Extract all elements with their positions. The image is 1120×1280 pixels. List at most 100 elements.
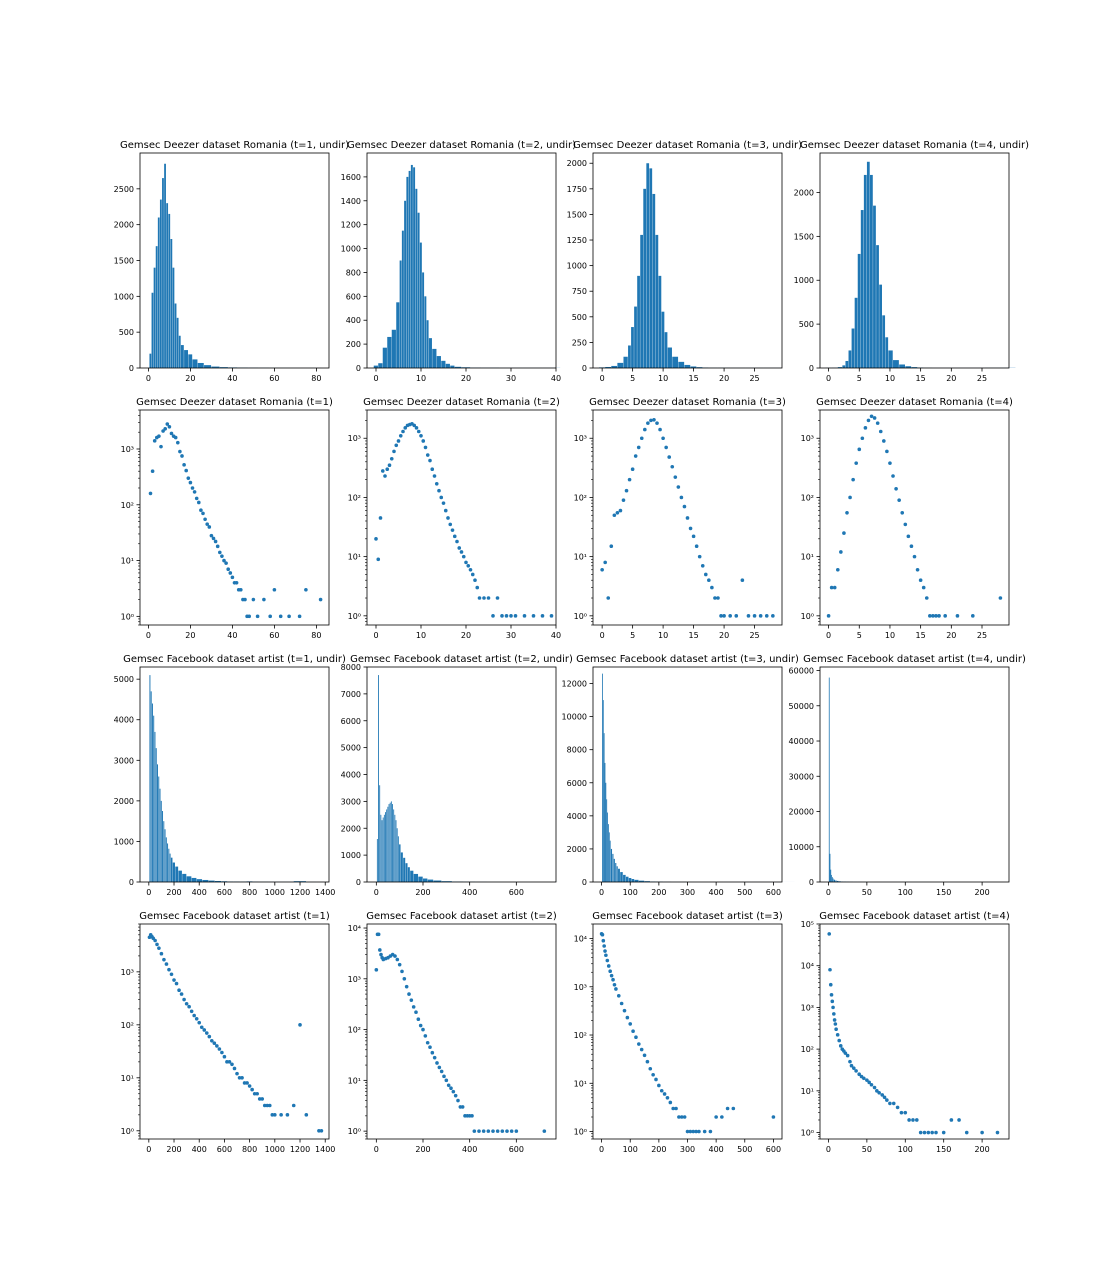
data-point bbox=[475, 585, 480, 590]
data-point bbox=[971, 614, 975, 618]
data-point bbox=[674, 1106, 678, 1111]
y-tick-label: 250 bbox=[572, 338, 587, 347]
histogram-bar bbox=[427, 879, 434, 882]
histogram-bar bbox=[182, 873, 187, 882]
data-point bbox=[461, 554, 466, 559]
histogram-bar bbox=[373, 365, 378, 368]
data-point bbox=[828, 967, 832, 972]
panel-title: Gemsec Deezer dataset Romania (t=2, undi… bbox=[347, 140, 576, 151]
data-point bbox=[845, 1053, 850, 1058]
data-point bbox=[941, 1130, 946, 1135]
histogram-bar bbox=[394, 814, 396, 882]
histogram-bar bbox=[609, 840, 611, 882]
data-point bbox=[394, 443, 399, 448]
y-tick-label: 12000 bbox=[562, 680, 587, 689]
histogram-bar bbox=[399, 260, 402, 368]
data-point bbox=[209, 533, 214, 538]
y-tick-label: 50000 bbox=[789, 702, 814, 711]
x-tick-label: 15 bbox=[916, 631, 926, 640]
data-point bbox=[239, 587, 243, 592]
x-tick-label: 0 bbox=[826, 1145, 831, 1154]
histogram-bar bbox=[678, 361, 685, 368]
histogram-bar bbox=[397, 836, 399, 882]
data-point bbox=[442, 1074, 446, 1079]
data-point bbox=[633, 454, 638, 458]
data-point bbox=[888, 461, 892, 465]
data-point bbox=[287, 614, 291, 619]
x-tick-label: 5 bbox=[857, 374, 862, 383]
data-point bbox=[998, 596, 1003, 600]
y-tick-label: 600 bbox=[346, 292, 361, 301]
y-tick-label: 0 bbox=[129, 364, 134, 373]
data-point bbox=[468, 567, 473, 572]
y-tick-label: 10¹ bbox=[348, 553, 361, 562]
data-point bbox=[265, 1103, 270, 1108]
data-point bbox=[207, 1034, 212, 1039]
histogram-bar bbox=[169, 853, 171, 882]
histogram-bar bbox=[620, 872, 623, 882]
histogram-bar bbox=[155, 246, 158, 368]
data-point bbox=[197, 500, 201, 505]
y-tick-label: 10⁰ bbox=[801, 1129, 814, 1138]
data-point bbox=[667, 455, 672, 459]
y-tick-label: 4000 bbox=[114, 716, 134, 725]
data-point bbox=[878, 429, 883, 434]
histogram-bar bbox=[159, 199, 162, 368]
y-tick-label: 0 bbox=[356, 364, 361, 373]
data-point bbox=[627, 477, 632, 482]
y-tick-label: 1600 bbox=[341, 173, 361, 182]
x-tick-label: 10 bbox=[658, 374, 668, 383]
data-point bbox=[504, 614, 509, 618]
x-tick-label: 150 bbox=[936, 1145, 951, 1154]
histogram-bar bbox=[382, 817, 384, 882]
data-point bbox=[722, 614, 726, 618]
data-point bbox=[926, 1130, 931, 1135]
histogram-bar bbox=[419, 242, 422, 368]
histogram-bar bbox=[842, 365, 846, 368]
data-point bbox=[980, 1130, 984, 1135]
data-point bbox=[891, 474, 895, 478]
data-point bbox=[655, 421, 659, 425]
histogram-bar bbox=[293, 881, 307, 882]
data-point bbox=[702, 1129, 707, 1134]
x-tick-label: 80 bbox=[311, 374, 321, 383]
data-point bbox=[619, 1001, 624, 1006]
x-tick-label: 600 bbox=[766, 888, 781, 897]
histogram-bar bbox=[418, 876, 423, 883]
data-point bbox=[688, 1129, 693, 1134]
data-point bbox=[918, 578, 923, 582]
data-point bbox=[682, 1115, 687, 1119]
x-tick-label: 20 bbox=[719, 374, 729, 383]
histogram-bar bbox=[192, 359, 198, 368]
histogram-bar bbox=[392, 804, 393, 882]
histogram-bar bbox=[684, 364, 691, 368]
data-point bbox=[895, 1105, 900, 1110]
x-tick-label: 800 bbox=[242, 1145, 257, 1154]
y-tick-label: 0 bbox=[809, 364, 814, 373]
histogram-bar bbox=[178, 870, 182, 882]
data-point bbox=[708, 1129, 713, 1134]
data-point bbox=[376, 932, 381, 937]
data-point bbox=[861, 1076, 866, 1081]
data-point bbox=[432, 474, 437, 478]
data-point bbox=[448, 522, 453, 527]
histogram-bar bbox=[424, 296, 427, 368]
data-point bbox=[624, 488, 629, 493]
histogram-bar bbox=[405, 863, 408, 882]
data-point bbox=[457, 546, 462, 550]
histogram-bar bbox=[170, 857, 173, 882]
x-tick-label: 40 bbox=[551, 374, 561, 383]
x-tick-label: 10 bbox=[416, 631, 426, 640]
data-point bbox=[869, 1082, 874, 1087]
histogram-bar bbox=[646, 163, 650, 368]
data-point bbox=[167, 967, 171, 972]
histogram-bar bbox=[603, 733, 605, 882]
y-tick-label: 2000 bbox=[114, 797, 134, 806]
histogram-bar bbox=[163, 821, 165, 882]
histogram-bar bbox=[383, 814, 385, 882]
histogram-bar bbox=[829, 853, 831, 882]
data-point bbox=[677, 1115, 681, 1119]
data-point bbox=[157, 946, 161, 950]
data-point bbox=[691, 534, 696, 539]
data-point bbox=[374, 537, 378, 541]
